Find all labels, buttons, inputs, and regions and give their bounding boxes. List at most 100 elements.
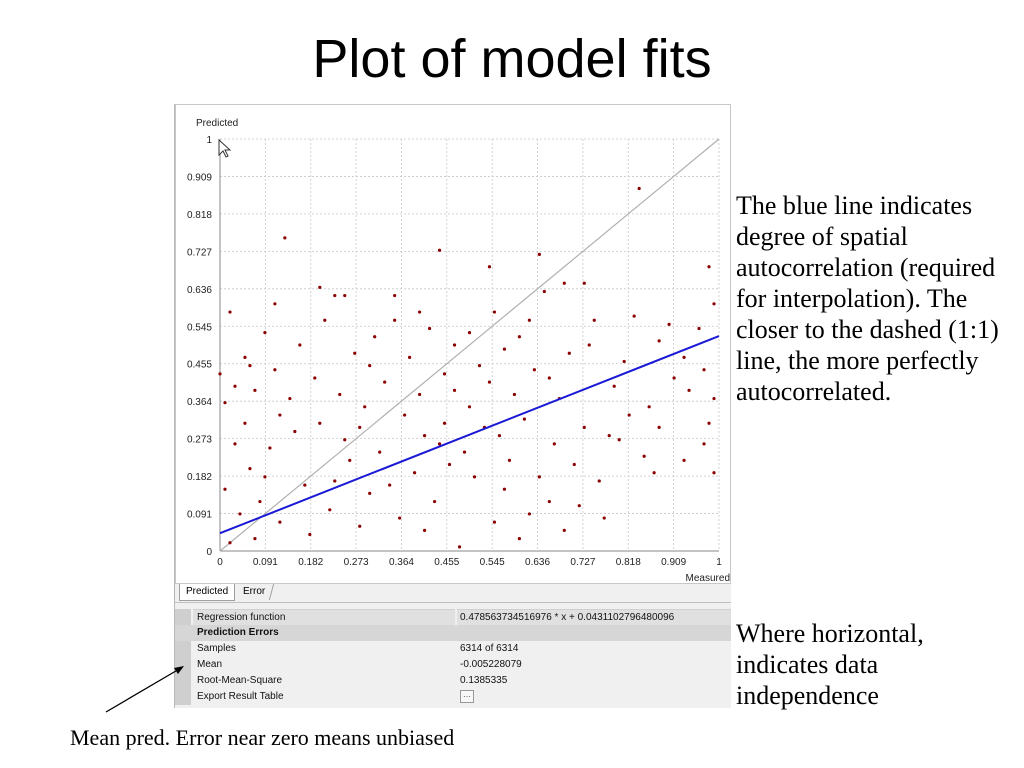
scatter-point — [607, 434, 611, 438]
x-tick-label: 0.818 — [616, 557, 641, 568]
scatter-point — [462, 450, 467, 454]
scatter-point — [403, 413, 407, 417]
x-tick-label: 0.182 — [298, 557, 323, 568]
scatter-point — [667, 322, 671, 326]
scatter-point — [253, 388, 257, 392]
scatter-point — [562, 528, 566, 532]
table-row-mean[interactable]: Mean -0.005228079 — [175, 657, 731, 673]
table-row-regression[interactable]: Regression function 0.478563734516976 * … — [175, 609, 731, 627]
tab-error-label: Error — [243, 586, 266, 597]
scatter-point — [418, 392, 422, 397]
scatter-point — [682, 355, 686, 359]
scatter-point — [527, 512, 531, 516]
tab-predicted[interactable]: Predicted — [179, 584, 236, 601]
y-tick-label: 0.727 — [187, 247, 212, 258]
scatter-point — [657, 425, 661, 429]
scatter-point — [707, 421, 711, 425]
scatter-point — [697, 326, 701, 331]
scatter-point — [497, 434, 502, 438]
mouse-cursor-icon — [218, 138, 232, 158]
table-section-prediction-errors: Prediction Errors — [175, 625, 731, 641]
scatter-point — [427, 326, 432, 331]
scatter-point — [368, 364, 372, 368]
scatter-point — [657, 339, 661, 343]
x-tick-label: 1 — [716, 557, 722, 568]
y-tick-label: 1 — [206, 135, 212, 146]
scatter-point — [547, 499, 551, 504]
table-row-samples[interactable]: Samples 6314 of 6314 — [175, 641, 731, 657]
scatter-point — [228, 310, 232, 314]
scatter-point — [283, 236, 287, 240]
scatter-point — [682, 458, 686, 462]
scatter-point — [422, 434, 427, 438]
independence-note: Where horizontal, indicates data indepen… — [736, 619, 924, 710]
scatter-point — [447, 462, 452, 467]
scatter-point — [562, 281, 566, 285]
scatter-point — [358, 425, 362, 429]
scatter-point — [502, 487, 507, 491]
scatter-point — [228, 541, 232, 545]
scatter-point — [632, 314, 636, 318]
scatter-point — [712, 396, 716, 401]
scatter-point — [343, 293, 347, 298]
scatter-point — [532, 368, 536, 372]
table-row-rms[interactable]: Root-Mean-Square 0.1385335 — [175, 673, 731, 689]
y-tick-label: 0.818 — [187, 210, 212, 221]
scatter-point — [572, 462, 576, 467]
scatter-point — [243, 355, 247, 359]
rms-value: 0.1385335 — [460, 675, 508, 686]
scatter-point — [567, 351, 571, 355]
scatter-point — [432, 499, 437, 504]
export-label: Export Result Table — [197, 691, 284, 702]
samples-value: 6314 of 6314 — [460, 643, 519, 654]
tab-error[interactable]: Error — [234, 584, 275, 600]
scatter-point — [502, 347, 507, 351]
scatter-point — [437, 248, 442, 252]
x-tick-label: 0.909 — [661, 557, 686, 568]
scatter-point — [552, 442, 556, 446]
table-row-export[interactable]: Export Result Table ⋯ — [175, 689, 731, 705]
scatter-point — [702, 368, 706, 372]
scatter-point — [487, 265, 492, 269]
scatter-point — [602, 516, 606, 520]
x-tick-label: 0.091 — [253, 557, 278, 568]
x-tick-label: 0.273 — [344, 557, 369, 568]
scatter-point — [467, 331, 472, 335]
scatter-point — [328, 508, 332, 512]
export-button-cell: ⋯ — [457, 689, 731, 705]
scatter-point — [223, 487, 227, 491]
results-table: Regression function 0.478563734516976 * … — [175, 609, 731, 705]
x-tick-label: 0.727 — [570, 557, 595, 568]
scatter-point — [537, 475, 541, 479]
scatter-point — [263, 331, 267, 335]
scatter-point — [627, 413, 631, 417]
reference-line-1to1 — [219, 138, 720, 552]
x-axis-label: Measured — [686, 573, 730, 584]
x-tick-label: 0 — [217, 557, 223, 568]
y-tick-label: 0.273 — [187, 435, 212, 446]
scatter-point — [637, 186, 641, 191]
export-table-icon[interactable]: ⋯ — [460, 689, 474, 703]
scatter-point — [223, 401, 227, 405]
scatter-point — [348, 458, 352, 462]
y-axis-label: Predicted — [196, 118, 238, 129]
y-tick-label: 0.091 — [187, 510, 212, 521]
scatter-point — [338, 392, 342, 397]
scatter-point — [233, 384, 237, 388]
scatter-point — [273, 302, 277, 306]
scatter-point — [263, 475, 267, 479]
scatter-point — [343, 438, 347, 442]
mean-value: -0.005228079 — [460, 659, 522, 670]
scatter-point — [612, 384, 616, 388]
scatter-point — [248, 467, 252, 471]
scatter-point — [248, 364, 252, 368]
scatter-point — [388, 483, 392, 487]
scatter-point — [298, 343, 302, 347]
scatter-point — [672, 376, 676, 380]
scatter-point — [492, 520, 497, 524]
mean-label: Mean — [197, 659, 223, 670]
scatter-point — [408, 355, 412, 359]
scatter-point — [218, 372, 222, 376]
scatter-point — [313, 376, 317, 380]
scatter-point — [437, 442, 442, 446]
